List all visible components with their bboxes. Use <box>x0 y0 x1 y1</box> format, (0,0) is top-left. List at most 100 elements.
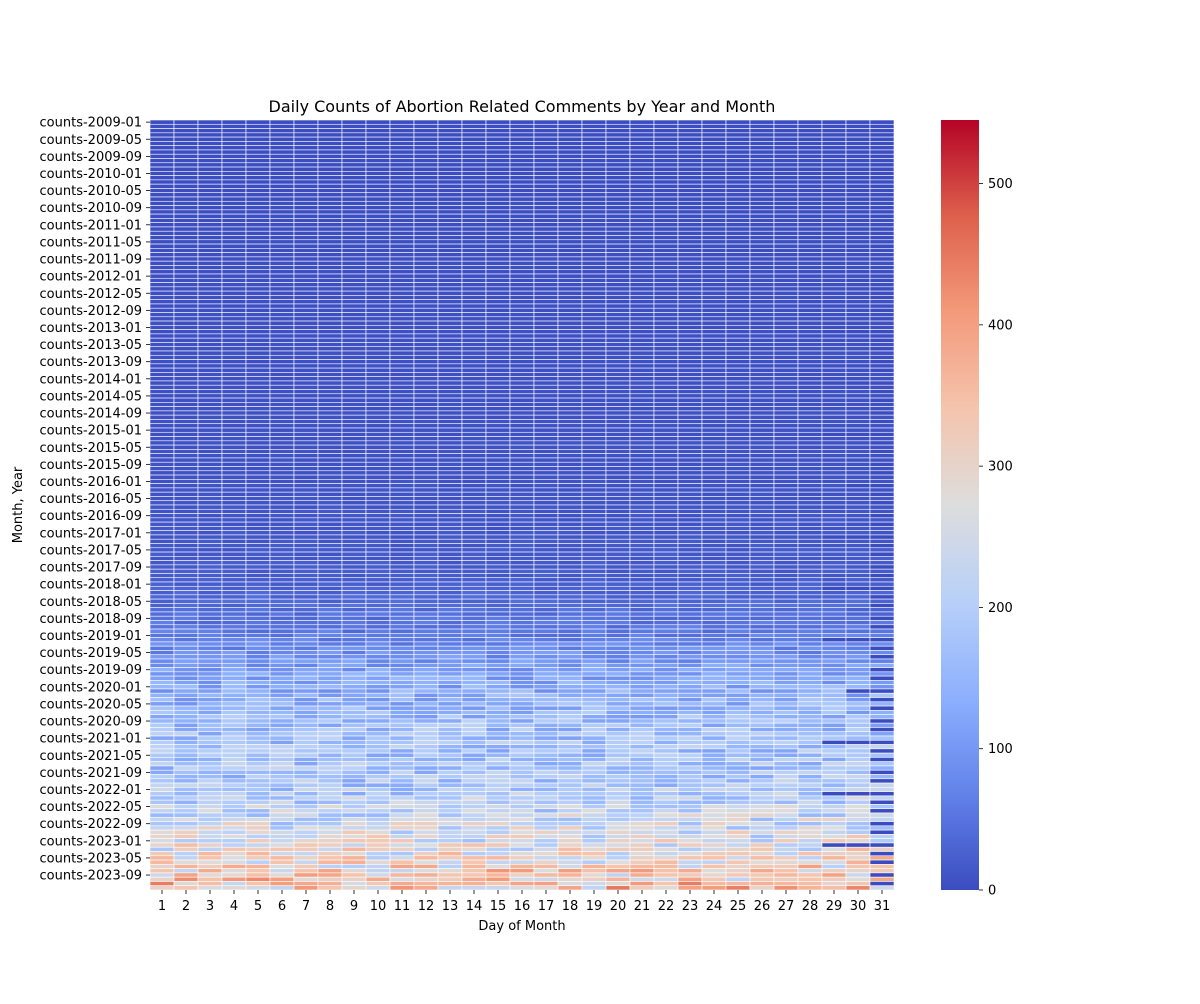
heatmap-cell <box>701 132 727 138</box>
heatmap-cell <box>341 692 367 698</box>
heatmap-cell <box>701 162 727 168</box>
heatmap-cell <box>701 183 727 189</box>
heatmap-cell <box>245 744 271 750</box>
heatmap-cell <box>629 265 655 271</box>
heatmap-cell <box>701 633 727 638</box>
heatmap-cell <box>605 175 631 181</box>
heatmap-cell <box>149 162 175 168</box>
heatmap-cell <box>605 376 631 382</box>
heatmap-cell <box>245 680 271 685</box>
heatmap-cell <box>317 650 343 656</box>
heatmap-cell <box>557 504 583 510</box>
heatmap-cell <box>605 697 631 703</box>
heatmap-cell <box>629 419 655 425</box>
heatmap-cell <box>605 307 631 313</box>
heatmap-cell <box>701 269 727 275</box>
heatmap-cell <box>653 286 679 292</box>
heatmap-cell <box>605 295 631 300</box>
heatmap-cell <box>845 372 871 377</box>
heatmap-cell <box>485 449 511 454</box>
heatmap-cell <box>797 436 823 442</box>
heatmap-cell <box>653 641 679 647</box>
heatmap-cell <box>341 295 367 300</box>
heatmap-cell <box>581 611 607 617</box>
heatmap-cell <box>725 615 751 621</box>
heatmap-cell <box>461 282 487 288</box>
heatmap-cell <box>221 406 247 412</box>
heatmap-cell <box>197 376 223 382</box>
heatmap-cell <box>845 295 871 300</box>
heatmap-cell <box>629 393 655 399</box>
heatmap-cell <box>197 419 223 425</box>
heatmap-cell <box>509 624 535 630</box>
heatmap-cell <box>725 722 751 728</box>
heatmap-cell <box>461 286 487 292</box>
heatmap-cell <box>437 654 463 660</box>
heatmap-cell <box>269 192 295 198</box>
heatmap-cell <box>533 611 559 617</box>
heatmap-cell <box>605 252 631 258</box>
heatmap-cell <box>485 397 511 403</box>
heatmap-cell <box>365 457 391 463</box>
heatmap-cell <box>149 513 175 519</box>
heatmap-cell <box>797 633 823 638</box>
heatmap-cell <box>509 645 535 651</box>
heatmap-cell <box>581 354 607 360</box>
heatmap-cell <box>869 547 895 553</box>
heatmap-cell <box>773 508 799 514</box>
heatmap-cell <box>149 183 175 189</box>
heatmap-cell <box>821 684 847 690</box>
heatmap-cell <box>749 714 775 720</box>
heatmap-cell <box>389 761 415 767</box>
heatmap-cell <box>269 624 295 630</box>
heatmap-cell <box>197 290 223 296</box>
heatmap-cell <box>173 534 199 540</box>
heatmap-cell <box>461 680 487 685</box>
heatmap-cell <box>509 350 535 356</box>
heatmap-cell <box>773 128 799 134</box>
heatmap-cell <box>749 560 775 566</box>
heatmap-cell <box>869 641 895 647</box>
heatmap-cell <box>245 423 271 429</box>
heatmap-cell <box>845 739 871 745</box>
heatmap-cell <box>749 688 775 694</box>
heatmap-cell <box>749 568 775 574</box>
heatmap-cell <box>413 222 439 228</box>
heatmap-cell <box>821 722 847 728</box>
heatmap-cell <box>461 765 487 771</box>
heatmap-cell <box>293 397 319 403</box>
heatmap-cell <box>485 799 511 805</box>
heatmap-cell <box>701 483 727 489</box>
heatmap-cell <box>845 791 871 797</box>
heatmap-cell <box>317 277 343 283</box>
heatmap-cell <box>821 483 847 489</box>
heatmap-cell <box>173 573 199 579</box>
heatmap-cell <box>365 431 391 437</box>
heatmap-cell <box>341 603 367 608</box>
heatmap-cell <box>845 389 871 395</box>
heatmap-cell <box>797 260 823 266</box>
heatmap-cell <box>581 568 607 574</box>
heatmap-cell <box>869 560 895 566</box>
heatmap-cell <box>557 188 583 194</box>
heatmap-cell <box>413 436 439 442</box>
heatmap-cell <box>725 483 751 489</box>
heatmap-cell <box>341 380 367 386</box>
heatmap-cell <box>605 513 631 519</box>
heatmap-cell <box>533 269 559 275</box>
heatmap-cell <box>701 624 727 630</box>
heatmap-cell <box>293 551 319 557</box>
heatmap-cell <box>725 346 751 352</box>
heatmap-cell <box>389 710 415 715</box>
heatmap-cell <box>821 307 847 313</box>
heatmap-cell <box>557 136 583 142</box>
heatmap-cell <box>701 200 727 206</box>
heatmap-cell <box>605 654 631 660</box>
heatmap-cell <box>461 603 487 608</box>
heatmap-cell <box>221 337 247 343</box>
heatmap-cell <box>677 701 703 707</box>
heatmap-cell <box>605 483 631 489</box>
heatmap-cell <box>437 175 463 181</box>
heatmap-cell <box>701 431 727 437</box>
heatmap-cell <box>629 744 655 750</box>
